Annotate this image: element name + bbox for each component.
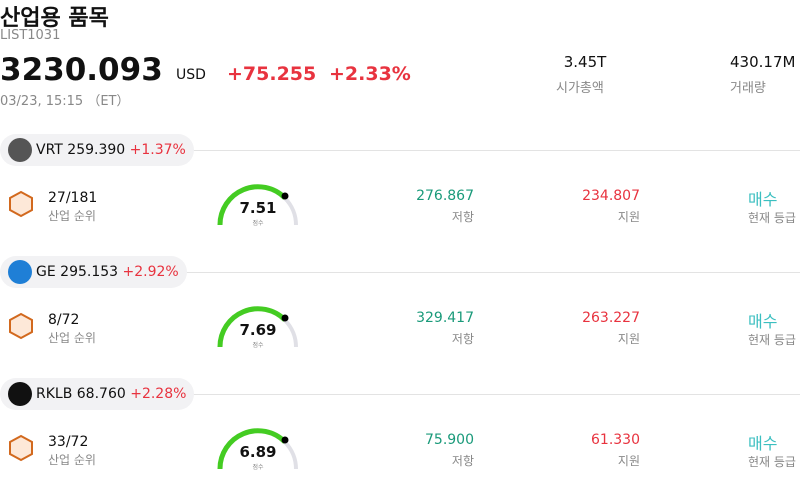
logo bbox=[8, 382, 32, 406]
stat-value: 3.45T bbox=[563, 53, 607, 71]
stat-label: 거래량 bbox=[730, 81, 766, 96]
rank-label: 산업 순위 bbox=[48, 209, 96, 223]
rating-label: 현재 등급 bbox=[748, 211, 796, 225]
score-label: 점수 bbox=[252, 464, 264, 471]
ticker: RKLB bbox=[36, 386, 73, 402]
currency: USD bbox=[176, 67, 206, 83]
gauge-arc bbox=[217, 306, 298, 348]
rank: 27/181 bbox=[48, 190, 98, 206]
gauge bbox=[212, 181, 304, 229]
gauge-arc bbox=[217, 184, 298, 226]
gauge-arc bbox=[217, 428, 298, 470]
code: LIST1031 bbox=[0, 28, 61, 43]
support: 234.807 bbox=[582, 188, 640, 204]
score: 6.89 bbox=[239, 443, 277, 461]
stock-pill[interactable]: RKLB 68.760 +2.28% bbox=[0, 378, 195, 410]
resistance: 276.867 bbox=[416, 188, 474, 204]
stock-price: 259.390 bbox=[67, 142, 126, 158]
stock-change: +2.28% bbox=[130, 386, 187, 402]
stock-change: +1.37% bbox=[129, 142, 186, 158]
score-label: 점수 bbox=[252, 342, 264, 349]
stat-label: 시가총액 bbox=[556, 81, 604, 96]
support-label: 지원 bbox=[617, 454, 640, 468]
stock-pill[interactable]: GE 295.153 +2.92% bbox=[0, 256, 187, 288]
resistance-label: 저항 bbox=[451, 454, 474, 468]
rank: 8/72 bbox=[48, 312, 80, 328]
resistance-label: 저항 bbox=[451, 332, 474, 346]
stock-price: 68.760 bbox=[76, 386, 126, 402]
rating-label: 현재 등급 bbox=[748, 455, 796, 469]
hexagon bbox=[9, 190, 33, 218]
stock-change: +2.92% bbox=[122, 264, 179, 280]
rating[interactable]: 매수 bbox=[748, 312, 778, 331]
resistance-label: 저항 bbox=[451, 210, 474, 224]
rank-label: 산업 순위 bbox=[48, 453, 96, 467]
rank-icon bbox=[8, 434, 34, 462]
rank-icon bbox=[8, 312, 34, 340]
stock-pill[interactable]: VRT 259.390 +1.37% bbox=[0, 134, 194, 166]
resistance: 75.900 bbox=[425, 432, 474, 448]
title: 산업용 품목 bbox=[0, 6, 109, 31]
divider bbox=[180, 150, 800, 151]
resistance: 329.417 bbox=[416, 310, 474, 326]
rating[interactable]: 매수 bbox=[748, 434, 778, 453]
support-label: 지원 bbox=[617, 332, 640, 346]
hexagon bbox=[9, 434, 33, 462]
stock-price: 295.153 bbox=[60, 264, 119, 280]
divider bbox=[180, 394, 800, 395]
price: 3230.093 bbox=[0, 52, 163, 88]
ticker: VRT bbox=[36, 142, 63, 158]
divider bbox=[180, 272, 800, 273]
rank-label: 산업 순위 bbox=[48, 331, 96, 345]
change: +75.255 bbox=[227, 63, 317, 85]
logo bbox=[8, 138, 32, 162]
score-label: 점수 bbox=[252, 220, 264, 227]
score: 7.69 bbox=[239, 321, 277, 339]
score: 7.51 bbox=[239, 199, 277, 217]
logo bbox=[8, 260, 32, 284]
rank: 33/72 bbox=[48, 434, 89, 450]
support-label: 지원 bbox=[617, 210, 640, 224]
rank-icon bbox=[8, 190, 34, 218]
change-pct: +2.33% bbox=[329, 63, 411, 85]
gauge bbox=[212, 303, 304, 351]
rating[interactable]: 매수 bbox=[748, 190, 778, 209]
support: 263.227 bbox=[582, 310, 640, 326]
support: 61.330 bbox=[591, 432, 640, 448]
stat-value: 430.17M bbox=[730, 53, 796, 71]
hexagon bbox=[9, 312, 33, 340]
rating-label: 현재 등급 bbox=[748, 333, 796, 347]
time: 03/23, 15:15 （ET） bbox=[0, 94, 130, 109]
ticker: GE bbox=[36, 264, 56, 280]
gauge bbox=[212, 425, 304, 473]
